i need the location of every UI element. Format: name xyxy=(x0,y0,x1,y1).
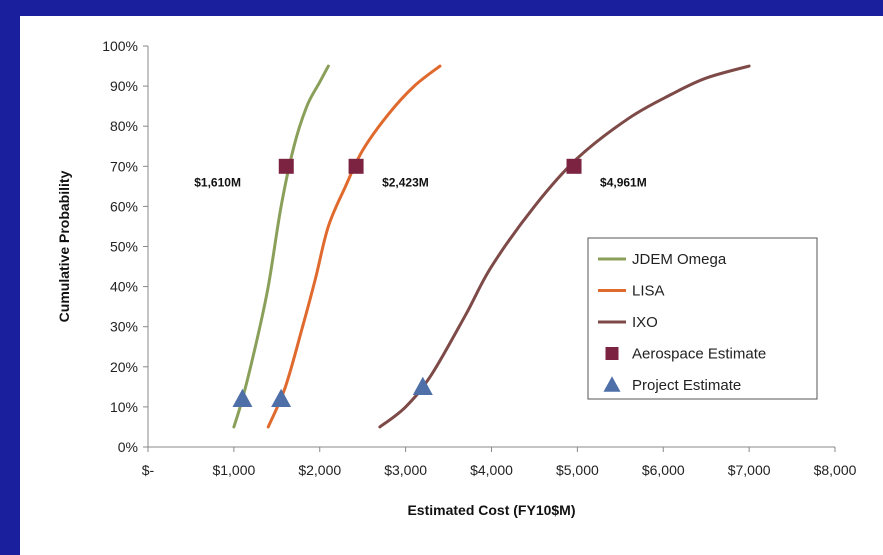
x-tick-label: $4,000 xyxy=(470,462,513,478)
y-tick-label: 0% xyxy=(118,439,138,455)
legend-label: Aerospace Estimate xyxy=(632,346,766,363)
aerospace-estimate-marker xyxy=(348,158,364,174)
estimate-annotation: $2,423M xyxy=(382,175,429,189)
project-estimate-marker xyxy=(412,376,433,395)
project-estimate-marker xyxy=(271,388,292,407)
y-tick-label: 40% xyxy=(110,279,138,295)
x-tick-label: $2,000 xyxy=(298,462,341,478)
x-tick-label: $5,000 xyxy=(556,462,599,478)
x-tick-label: $6,000 xyxy=(642,462,685,478)
legend-box xyxy=(587,237,818,400)
project-estimate-marker xyxy=(232,388,253,407)
y-tick-label: 50% xyxy=(110,239,138,255)
legend-swatch-project-estimate xyxy=(603,376,621,392)
x-tick-label: $7,000 xyxy=(728,462,771,478)
y-tick-label: 70% xyxy=(110,158,138,174)
x-tick-label: $- xyxy=(142,462,155,478)
series-line-lisa xyxy=(266,64,442,429)
y-tick-label: 30% xyxy=(110,319,138,335)
y-tick-label: 60% xyxy=(110,198,138,214)
y-tick-label: 100% xyxy=(102,38,138,54)
aerospace-estimate-marker xyxy=(278,158,294,174)
y-tick-label: 80% xyxy=(110,118,138,134)
x-tick-label: $1,000 xyxy=(212,462,255,478)
aerospace-estimate-marker xyxy=(566,158,582,174)
chart-frame: 0% 10% 20% 30% 40% 50% 60% 70% 80% 90% 100% $- $1,00… xyxy=(20,16,883,555)
legend-label: LISA xyxy=(632,283,665,300)
estimate-annotation: $4,961M xyxy=(600,175,647,189)
x-axis-title: Estimated Cost (FY10$M) xyxy=(407,502,575,518)
axes: 0% 10% 20% 30% 40% 50% 60% 70% 80% 90% 100% $- $1,00… xyxy=(56,38,857,518)
y-axis-title: Cumulative Probability xyxy=(56,170,72,322)
plot-area: $1,610M $2,423M $4,961M xyxy=(194,64,751,429)
cumulative-probability-chart: 0% 10% 20% 30% 40% 50% 60% 70% 80% 90% 100% $- $1,00… xyxy=(56,38,857,518)
legend-label: IXO xyxy=(632,314,658,331)
estimate-annotation: $1,610M xyxy=(194,175,241,189)
y-tick-label: 10% xyxy=(110,399,138,415)
legend: JDEM Omega LISA IXO Aerospace Estimate Proje… xyxy=(587,237,818,400)
legend-label: Project Estimate xyxy=(632,377,741,394)
x-tick-label: $8,000 xyxy=(814,462,857,478)
x-tick-label: $3,000 xyxy=(384,462,427,478)
series-line-jdem-omega xyxy=(232,64,330,429)
y-tick-label: 90% xyxy=(110,78,138,94)
legend-label: JDEM Omega xyxy=(632,251,727,268)
legend-swatch-aerospace-estimate xyxy=(605,347,619,360)
y-tick-label: 20% xyxy=(110,359,138,375)
